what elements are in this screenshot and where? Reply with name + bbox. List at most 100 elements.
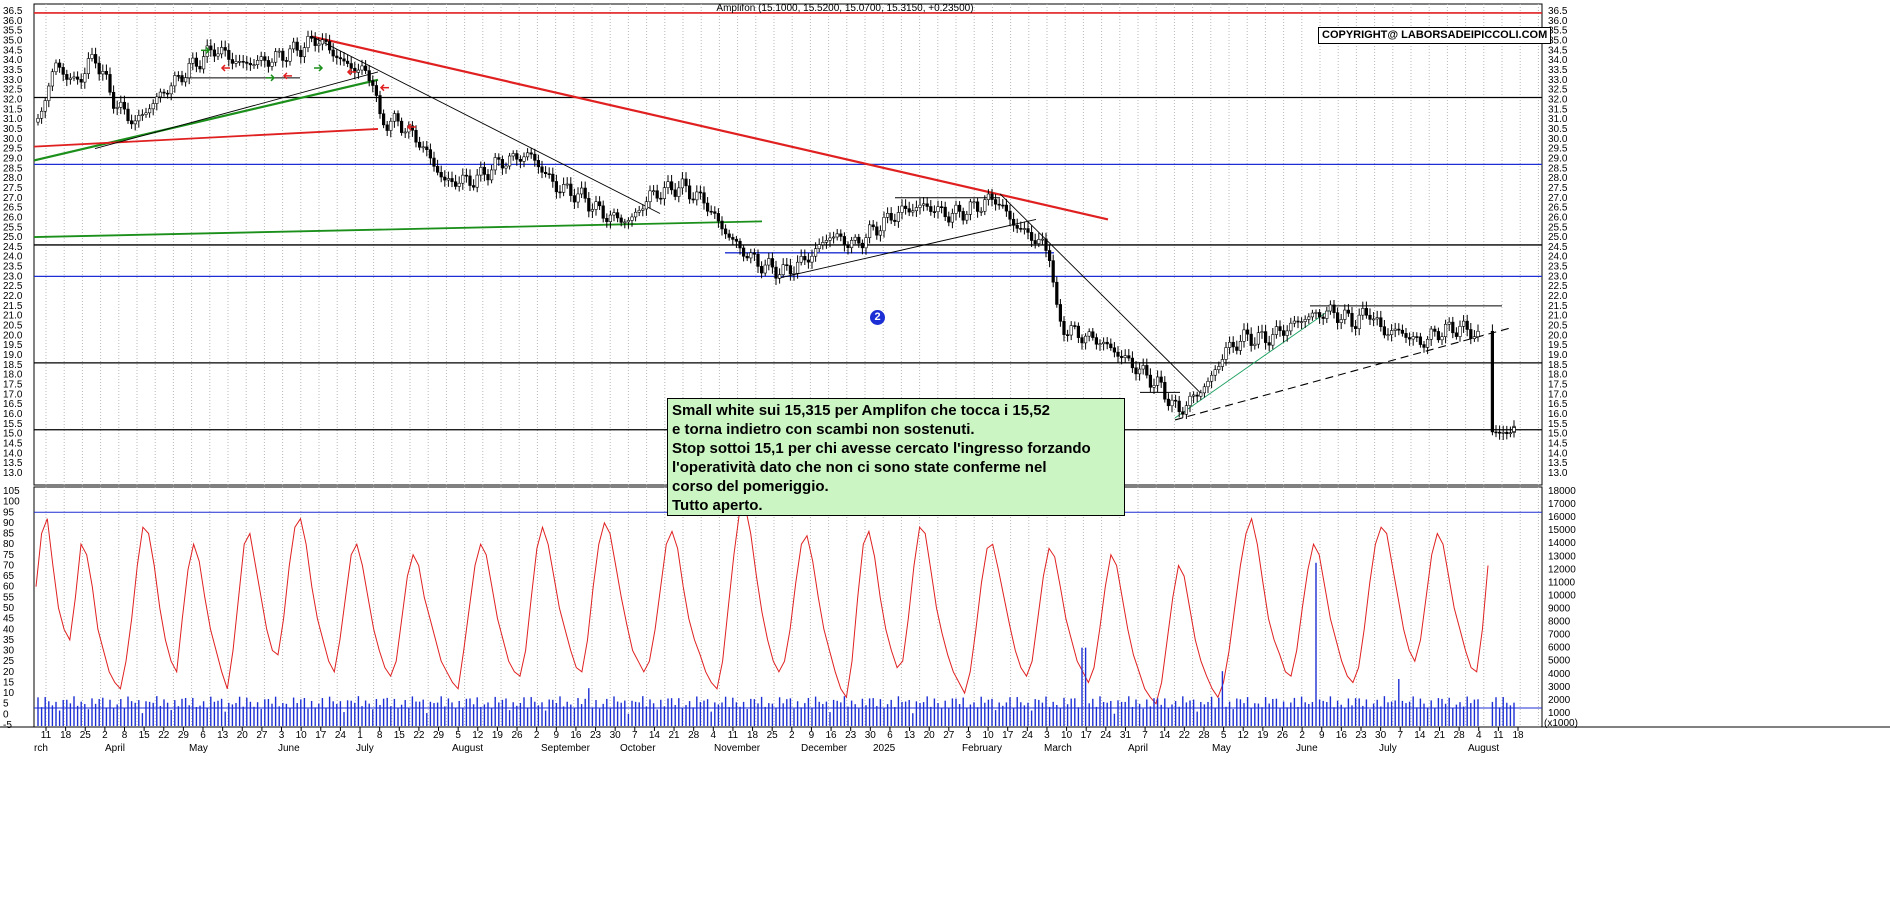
candle-body	[1343, 309, 1347, 320]
candle-body	[824, 240, 828, 243]
candle-body	[788, 265, 792, 275]
month-tick-label: rch	[34, 743, 48, 754]
month-tick-label: April	[1128, 743, 1148, 754]
day-tick-label: 13	[217, 730, 229, 741]
oscillator-line	[35, 504, 1489, 705]
price-tick-label-left: 33.5	[3, 65, 23, 76]
day-tick-label: 24	[1100, 730, 1112, 741]
price-tick-label: 36.0	[1548, 16, 1568, 27]
candle-body	[659, 197, 663, 200]
day-tick-label: 26	[511, 730, 523, 741]
day-tick-label: 7	[632, 730, 638, 741]
signal-arrow-head	[318, 64, 324, 72]
candle-body	[57, 62, 62, 68]
day-tick-label: 17	[315, 730, 327, 741]
candle-body	[1001, 204, 1005, 207]
candle-body	[806, 259, 810, 263]
comment-line: e torna indietro con scambi non sostenut…	[672, 421, 975, 438]
candle-body	[1508, 432, 1512, 435]
day-tick-label: 12	[1238, 730, 1250, 741]
day-tick-label: 24	[335, 730, 347, 741]
price-tick-label-left: 26.0	[3, 212, 23, 223]
price-tick-label: 16.5	[1548, 399, 1568, 410]
candle-body	[1098, 343, 1102, 346]
candle-body	[1163, 382, 1167, 400]
candle-body	[759, 266, 764, 274]
candle-body	[461, 174, 465, 184]
price-tick-label: 26.5	[1548, 203, 1568, 214]
price-tick-label: 17.0	[1548, 389, 1568, 400]
day-tick-label: 2	[534, 730, 540, 741]
candle-body	[1159, 376, 1163, 383]
candle-body	[1066, 334, 1070, 336]
day-tick-label: 6	[200, 730, 206, 741]
candle-body	[965, 214, 969, 221]
signal-arrow-head	[270, 74, 276, 82]
day-tick-label: 21	[1434, 730, 1446, 741]
candle-body	[1220, 359, 1224, 367]
day-tick-label: 17	[1002, 730, 1014, 741]
candle-body	[947, 216, 951, 223]
candle-body	[489, 169, 494, 181]
candle-body	[583, 187, 587, 199]
price-tick-label-left: 24.5	[3, 242, 23, 253]
candle-body	[1336, 312, 1340, 323]
candle-body	[799, 256, 803, 263]
candle-body	[299, 49, 303, 58]
candle-body	[1195, 394, 1199, 397]
candle-body	[1253, 343, 1257, 346]
grid-lines	[45, 4, 1539, 727]
price-tick-label-left: 18.0	[3, 370, 23, 381]
candle-body	[1332, 304, 1336, 313]
price-tick-label-left: 28.5	[3, 163, 23, 174]
candle-body	[432, 157, 436, 167]
candle-body	[1426, 338, 1430, 348]
price-tick-label: 21.0	[1548, 311, 1568, 322]
day-tick-label: 28	[1198, 730, 1210, 741]
candle-body	[1120, 356, 1124, 358]
candle-body	[1228, 341, 1232, 348]
candle-body	[497, 157, 501, 160]
oscillator-tick-label: 35	[3, 635, 15, 646]
day-tick-label: 23	[845, 730, 857, 741]
month-tick-label: April	[105, 743, 125, 754]
price-tick-label-left: 25.5	[3, 222, 23, 233]
price-tick-label-left: 13.0	[3, 468, 23, 479]
price-tick-label-left: 15.5	[3, 419, 23, 430]
candle-body	[1260, 331, 1264, 334]
candle-body	[842, 236, 846, 246]
day-tick-label: 30	[865, 730, 877, 741]
day-tick-label: 28	[1454, 730, 1466, 741]
candle-body	[1328, 304, 1332, 312]
candle-body	[36, 117, 40, 123]
day-tick-label: 14	[649, 730, 661, 741]
price-tick-label-left: 30.0	[3, 134, 23, 145]
candle-body	[745, 255, 749, 259]
oscillator-tick-label: 85	[3, 529, 15, 540]
candle-body	[324, 39, 328, 42]
price-tick-label-left: 31.5	[3, 104, 23, 115]
candle-body	[1418, 336, 1422, 345]
price-tick-label: 21.5	[1548, 301, 1568, 312]
candle-body	[1386, 334, 1390, 336]
price-tick-label: 19.0	[1548, 350, 1568, 361]
candle-body	[295, 41, 299, 51]
candle-body	[184, 77, 188, 83]
oscillator-tick-label: 10	[3, 688, 15, 699]
candle-body	[202, 56, 206, 70]
day-tick-label: 19	[492, 730, 504, 741]
candle-body	[443, 176, 447, 181]
candle-body	[813, 248, 818, 257]
candle-body	[565, 183, 569, 186]
candle-body	[263, 56, 267, 61]
candle-body	[119, 101, 123, 108]
candle-body	[677, 187, 681, 197]
volume-tick-label: 17000	[1548, 499, 1576, 510]
candle-body	[61, 67, 65, 75]
candle-body	[1433, 328, 1437, 332]
candle-body	[979, 210, 983, 213]
comment-line: Tutto aperto.	[672, 497, 763, 514]
price-tick-label-left: 19.5	[3, 340, 23, 351]
candle-body	[1440, 336, 1444, 341]
price-tick-label: 33.5	[1548, 65, 1568, 76]
